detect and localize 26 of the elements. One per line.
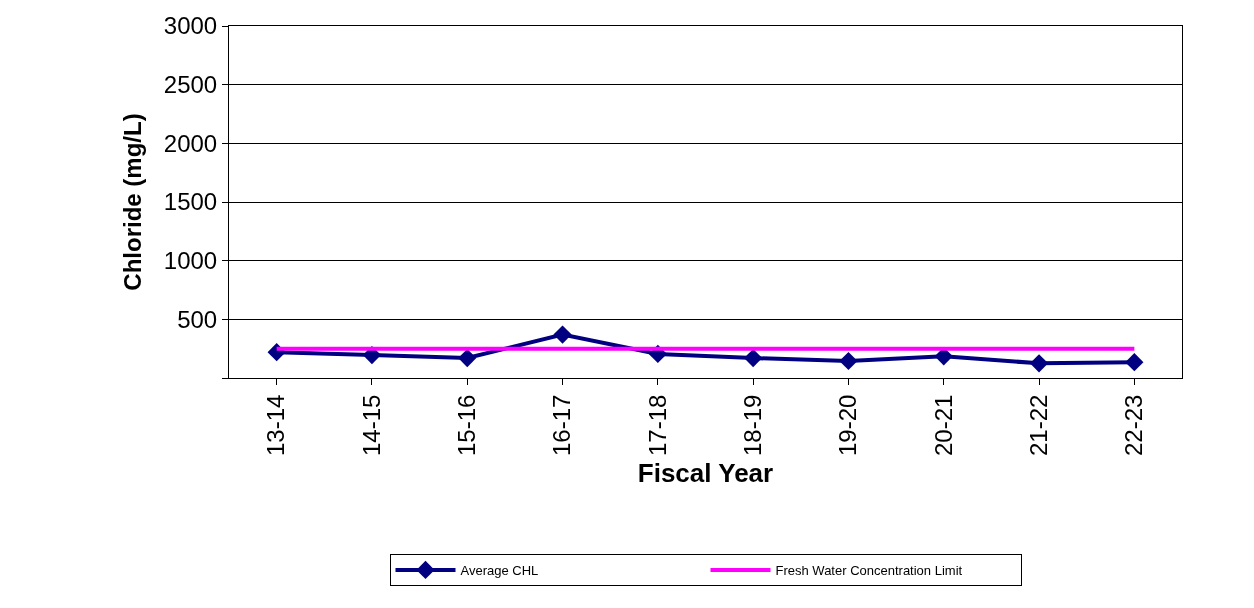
point [1125, 353, 1144, 372]
y-tick-label: 500 [177, 305, 218, 333]
y-tick-label: 1500 [163, 188, 218, 216]
point [744, 348, 763, 368]
legend-label: Fresh Water Concentration Limit [775, 563, 963, 579]
y-tick-label: 2000 [163, 129, 218, 157]
point [1029, 354, 1049, 373]
x-tick-label: 19-20 [834, 394, 862, 456]
x-axis-title: Fiscal Year [637, 457, 774, 488]
point [553, 325, 572, 344]
x-tick-label: 20-21 [929, 394, 957, 456]
x-tick-label: 14-15 [357, 394, 385, 456]
y-tick-label: 1000 [163, 247, 218, 275]
y-tick-label: 2500 [163, 71, 218, 99]
x-tick-label: 15-16 [453, 394, 481, 456]
legend-label: Average CHL [460, 563, 539, 579]
x-tick-label: 16-17 [548, 394, 576, 456]
x-tick-label: 18-19 [738, 394, 766, 456]
point [839, 351, 858, 371]
y-axis-title: Chloride (mg/L) [118, 113, 146, 291]
x-tick-label: 17-18 [643, 394, 671, 456]
point [458, 348, 477, 368]
x-tick-label: 21-22 [1024, 394, 1052, 456]
x-tick-label: 13-14 [262, 394, 290, 456]
x-tick-label: 22-23 [1120, 394, 1148, 456]
y-tick-label: 3000 [163, 12, 218, 40]
